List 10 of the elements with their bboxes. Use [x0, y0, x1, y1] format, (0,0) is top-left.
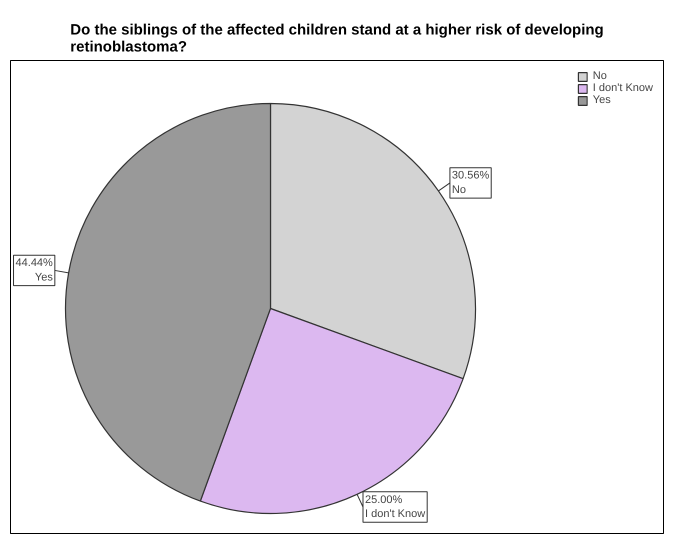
- legend-label: I don't Know: [592, 82, 653, 94]
- data-label: 44.44%: [16, 257, 54, 270]
- chart-title: Do the siblings of the affected children stand at a higher risk of developing retinoblastoma?: [70, 22, 604, 56]
- slice-label: No: [452, 184, 466, 196]
- slice-label: I don't Know: [365, 508, 426, 520]
- data-label: 25.00%: [365, 494, 403, 506]
- legend-label: No: [592, 70, 608, 82]
- slice-label: Yes: [34, 272, 54, 284]
- data-label: 30.56%: [452, 170, 490, 182]
- legend-label: Yes: [592, 94, 612, 106]
